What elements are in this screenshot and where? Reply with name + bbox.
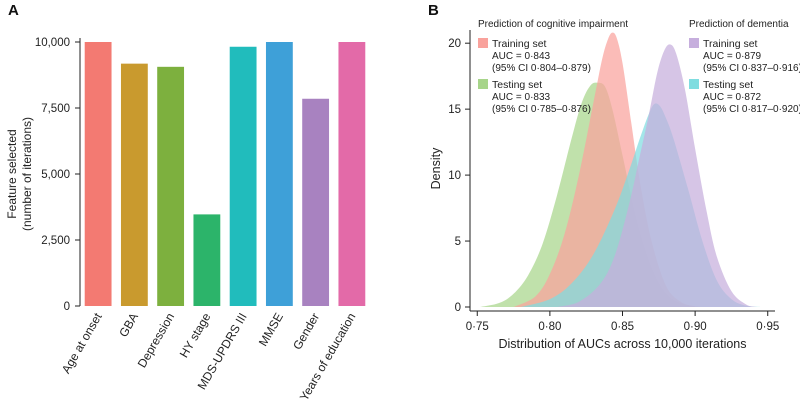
legend-entry-ci: (95% CI 0·785–0·876) [492, 104, 591, 115]
legend-entry-auc: AUC = 0·833 [492, 92, 551, 103]
y-tick-label: 0 [455, 302, 461, 314]
legend-entry-auc: AUC = 0·872 [703, 92, 762, 103]
legend-entry-name: Training set [492, 38, 547, 50]
y-axis-subtitle: (number of iterations) [20, 117, 34, 231]
y-tick-label: 10 [448, 170, 461, 182]
legend-entry-name: Training set [703, 38, 758, 50]
bar [338, 42, 366, 306]
legend-swatch [478, 79, 488, 89]
legend-entry-ci: (95% CI 0·804–0·879) [492, 63, 591, 74]
y-tick-label: 15 [448, 104, 461, 116]
panel-a: A 0 2,500 5,000 7,500 10,000 Feature selected(… [5, 2, 366, 403]
legend-heading: Prediction of cognitive impairment [478, 19, 628, 30]
legend-entry-name: Testing set [492, 79, 542, 91]
bar [302, 98, 330, 306]
x-tick-label: 0·95 [756, 321, 779, 333]
x-tick-label: Gender [290, 311, 322, 353]
x-tick-label: 0·75 [466, 321, 489, 333]
bar [265, 42, 293, 306]
y-tick-label: 2,500 [41, 235, 70, 247]
legend-entry-ci: (95% CI 0·817–0·920) [703, 104, 800, 115]
x-tick-label: 0·85 [611, 321, 634, 333]
panel-label-b: B [428, 2, 439, 19]
y-tick-label: 10,000 [35, 37, 70, 49]
bar [84, 42, 112, 306]
legend-entry-auc: AUC = 0·879 [703, 51, 762, 62]
x-tick-label: Depression [135, 311, 177, 371]
panel-b: B 0 5 10 15 20 0·75 0·80 0·85 0·90 0·95 Distributio… [428, 2, 800, 351]
bar [120, 63, 148, 307]
legend-entry-name: Testing set [703, 79, 753, 91]
panel-label-a: A [8, 2, 19, 19]
legend-heading: Prediction of dementia [689, 19, 789, 30]
x-tick-label: MMSE [256, 311, 286, 349]
legend-swatch [689, 79, 699, 89]
legend-cognitive-impairment: Prediction of cognitive impairment Traini… [478, 19, 628, 115]
x-axis-title: Distribution of AUCs across 10,000 itera… [498, 337, 746, 351]
density-area [557, 44, 757, 308]
bar [193, 214, 221, 306]
y-tick-label: 0 [64, 301, 70, 313]
x-tick-label: 0·90 [684, 321, 707, 333]
legend-swatch [689, 38, 699, 48]
y-tick-label: 5 [455, 236, 461, 248]
density-area [513, 32, 703, 307]
x-tick-label: GBA [116, 311, 141, 340]
bar [229, 46, 257, 306]
y-tick-label: 5,000 [41, 169, 70, 181]
y-tick-label: 20 [448, 38, 461, 50]
legend-swatch [478, 38, 488, 48]
y-axis-title: Density [429, 147, 443, 189]
x-tick-label: 0·80 [538, 321, 561, 333]
y-tick-label: 7,500 [41, 103, 70, 115]
legend-entry-auc: AUC = 0·843 [492, 51, 551, 62]
bar [157, 66, 185, 306]
legend-entry-ci: (95% CI 0·837–0·916) [703, 63, 800, 74]
x-tick-label: HY stage [177, 310, 214, 360]
x-tick-label: Age at onset [59, 310, 105, 376]
y-axis-title: Feature selected [5, 129, 19, 218]
